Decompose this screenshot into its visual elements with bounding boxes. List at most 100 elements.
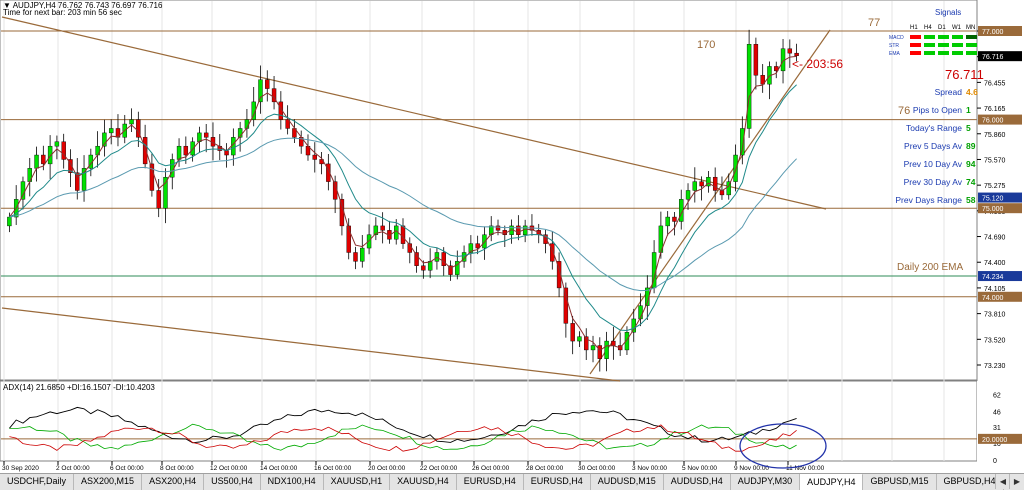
price-tick-label: 75.860	[984, 132, 1006, 139]
chart-tab[interactable]: XAUUSD,H4	[390, 474, 457, 490]
candle-body	[740, 128, 745, 156]
chart-tab[interactable]: EURUSD,H4	[523, 474, 591, 490]
signal-cell	[952, 51, 963, 55]
time-tick-label: 6 Oct 00:00	[110, 465, 144, 472]
candle-body	[665, 216, 670, 227]
rising-trendline	[589, 29, 831, 375]
candle-body	[156, 190, 161, 209]
chart-tab[interactable]: US500,H4	[204, 474, 261, 490]
time-tick-label: 14 Oct 00:00	[260, 465, 298, 472]
signal-cell	[952, 35, 963, 39]
adx-tick-label: 0	[993, 458, 997, 465]
ema-line	[9, 137, 797, 292]
price-badge	[978, 114, 1022, 125]
level-76-label: 76	[898, 105, 910, 117]
chart-tab[interactable]: ASX200,H4	[142, 474, 205, 490]
chart-tabs: USDCHF,Daily ASX200,M15 ASX200,H4 US500,H4 N…	[0, 473, 1024, 490]
signal-cell	[924, 51, 935, 55]
chart-tab[interactable]: GBPUSD,M15	[863, 474, 937, 490]
candle-body	[108, 128, 114, 134]
price-tick-label: 75.275	[984, 183, 1006, 190]
adx-tick-label: 46	[993, 409, 1001, 416]
info-value: 94	[966, 159, 976, 169]
candle-body	[550, 243, 555, 262]
time-tick-label: 30 Oct 00:00	[578, 465, 616, 472]
chart-tab[interactable]: XAUUSD,H1	[323, 474, 391, 490]
candle-body	[611, 340, 616, 346]
candle-body	[102, 132, 107, 147]
candle-body	[360, 247, 365, 262]
candle-body	[47, 145, 53, 165]
candle-body	[604, 340, 609, 359]
candle-body	[516, 225, 521, 235]
candle-body	[142, 137, 148, 165]
price-badge	[978, 271, 1022, 282]
info-label: Prev 10 Day Av	[904, 159, 963, 169]
signal-timeframe: H4	[924, 25, 932, 31]
signal-cell	[924, 43, 935, 47]
daily-ema-label: Daily 200 EMA	[897, 262, 963, 273]
candle-body	[41, 154, 46, 165]
price-tick-label: 76.455	[984, 80, 1006, 87]
time-tick-label: 3 Nov 00:00	[632, 465, 667, 472]
chart-tab[interactable]: EURUSD,H4	[456, 474, 524, 490]
price-badge-label: 76.000	[982, 118, 1004, 125]
candle-body	[672, 216, 677, 222]
candle-body	[570, 323, 575, 342]
signal-cell	[910, 43, 921, 47]
price-tick-label: 74.105	[984, 286, 1006, 293]
price-badge	[978, 192, 1022, 203]
price-tick-label: 73.230	[984, 363, 1006, 370]
tabs-scroll-left-icon[interactable]: ◀	[995, 474, 1010, 489]
info-value: 1	[966, 105, 971, 115]
price-badge	[978, 26, 1022, 36]
signals-title: Signals	[935, 8, 961, 17]
upper-trendline	[1, 16, 827, 210]
candle-body	[237, 128, 243, 138]
chart-tab[interactable]: AUDUSD,H4	[663, 474, 731, 490]
adx-tick-label: 16	[993, 441, 1001, 448]
info-label: Pips to Open	[913, 105, 962, 115]
price-badge	[978, 51, 1022, 62]
signal-cell	[952, 43, 963, 47]
signal-cell	[938, 51, 949, 55]
adx-badge-label: 20.0000	[982, 437, 1007, 444]
candle-body	[726, 181, 731, 196]
tabs-scroll-right-icon[interactable]: ▶	[1009, 474, 1024, 489]
candle-body	[34, 154, 39, 169]
candle-body	[339, 199, 345, 227]
adx-tick-label: 31	[993, 425, 1001, 432]
current-price: 76.711	[945, 67, 984, 82]
candle-body	[129, 119, 134, 125]
chart-tab[interactable]: AUDJPY,M30	[730, 474, 801, 490]
price-badge-label: 75.120	[982, 196, 1004, 203]
candle-body	[475, 243, 480, 249]
time-tick-label: 11 Nov 00:00	[786, 465, 825, 472]
plus-di-line	[9, 423, 797, 451]
candle-body	[380, 225, 385, 231]
price-badge	[978, 203, 1022, 214]
countdown-label: <- 203:56	[792, 57, 843, 71]
signal-row-label: STR	[889, 43, 899, 49]
candle-body	[373, 225, 379, 235]
chart-tab[interactable]: USDCHF,Daily	[0, 474, 75, 490]
candle-body	[176, 145, 182, 160]
time-axis[interactable]: 30 Sep 2020 2 Oct 00:00 6 Oct 00:00 8 Oct 0…	[2, 461, 825, 472]
candle-body	[427, 261, 433, 271]
chart-tab[interactable]: AUDUSD,M15	[590, 474, 664, 490]
price-tick-label: 74.400	[984, 260, 1006, 267]
candle-body	[733, 154, 738, 182]
chart-tab[interactable]: AUDJPY,H4	[800, 474, 864, 490]
price-tick-label: 73.810	[984, 312, 1006, 319]
candle-body	[753, 44, 759, 76]
chart-tab[interactable]: NDX100,H4	[260, 474, 324, 490]
candle-body	[692, 181, 698, 191]
info-value: 89	[966, 141, 976, 151]
time-tick-label: 12 Oct 00:00	[210, 465, 248, 472]
time-tick-label: 22 Oct 00:00	[420, 465, 458, 472]
signal-timeframe: MN	[966, 25, 975, 31]
candle-body	[190, 141, 195, 156]
chart-tab[interactable]: ASX200,M15	[74, 474, 143, 490]
chart-tab[interactable]: GBPUSD,H4	[936, 474, 1004, 490]
